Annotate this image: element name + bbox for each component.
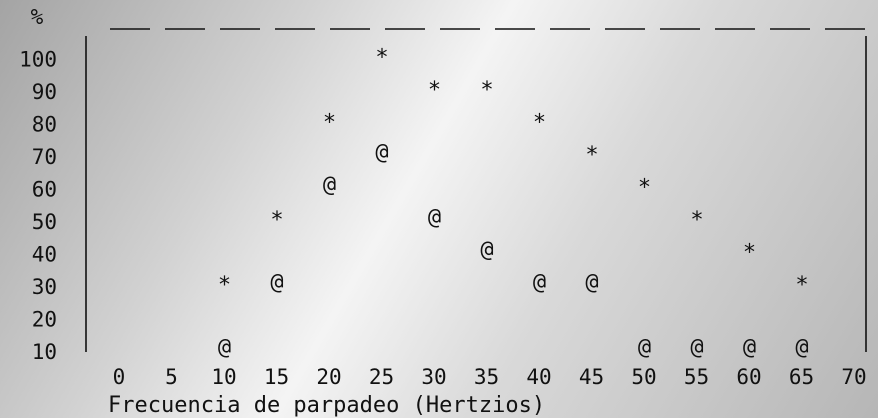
star-marker-point: * <box>375 46 388 71</box>
at-marker-point: @ <box>690 335 703 360</box>
y-axis-unit-label: % <box>31 5 44 29</box>
x-tick-label: 50 <box>631 365 656 389</box>
x-tick-label: 25 <box>369 365 394 389</box>
y-tick-label: 70 <box>32 145 57 169</box>
x-tick-label: 0 <box>113 365 126 389</box>
star-marker-point: * <box>218 273 231 298</box>
x-tick-label: 15 <box>264 365 289 389</box>
star-marker-point: * <box>323 111 336 136</box>
y-tick-label: 40 <box>32 243 57 267</box>
y-tick-label: 90 <box>32 80 57 104</box>
star-marker-point: * <box>428 78 441 103</box>
star-marker-point: * <box>638 176 651 201</box>
x-tick-label: 60 <box>736 365 761 389</box>
star-marker-point: * <box>270 208 283 233</box>
at-marker-point: @ <box>218 335 231 360</box>
y-tick-label: 60 <box>32 178 57 202</box>
at-marker-point: @ <box>428 205 441 230</box>
x-tick-label: 65 <box>789 365 814 389</box>
star-marker-point: * <box>480 78 493 103</box>
y-tick-label: 50 <box>32 210 57 234</box>
at-marker-point: @ <box>270 270 283 295</box>
x-tick-labels: 0 5 10 15 20 25 30 35 40 45 50 55 60 65 70 <box>113 365 867 389</box>
y-tick-label: 100 <box>19 48 57 72</box>
at-marker-point: @ <box>585 270 598 295</box>
star-marker-point: * <box>585 143 598 168</box>
y-tick-label: 80 <box>32 113 57 137</box>
data-points: * * * * * * * * * * * * @ @ @ @ @ @ @ @ @ @ @ @ <box>218 46 809 361</box>
star-marker-point: * <box>533 111 546 136</box>
x-tick-label: 35 <box>474 365 499 389</box>
y-tick-label: 20 <box>32 308 57 332</box>
star-marker-point: * <box>795 273 808 298</box>
star-marker-point: * <box>690 208 703 233</box>
at-marker-point: @ <box>638 335 651 360</box>
y-tick-label: 30 <box>32 275 57 299</box>
star-marker-point: * <box>743 241 756 266</box>
at-marker-point: @ <box>795 335 808 360</box>
at-marker-point: @ <box>743 335 756 360</box>
at-marker-point: @ <box>323 173 336 198</box>
y-tick-label: 10 <box>32 340 57 364</box>
x-tick-label: 5 <box>165 365 178 389</box>
x-tick-label: 70 <box>841 365 866 389</box>
y-tick-labels: 100 90 80 70 60 50 40 30 20 10 <box>19 48 57 365</box>
x-tick-label: 30 <box>421 365 446 389</box>
x-tick-label: 45 <box>579 365 604 389</box>
x-tick-label: 10 <box>211 365 236 389</box>
x-tick-label: 55 <box>684 365 709 389</box>
at-marker-point: @ <box>533 270 546 295</box>
x-tick-label: 40 <box>526 365 551 389</box>
x-axis-label: Frecuencia de parpadeo (Hertzios) <box>108 393 545 418</box>
at-marker-point: @ <box>375 140 388 165</box>
at-marker-point: @ <box>480 238 493 263</box>
x-tick-label: 20 <box>316 365 341 389</box>
